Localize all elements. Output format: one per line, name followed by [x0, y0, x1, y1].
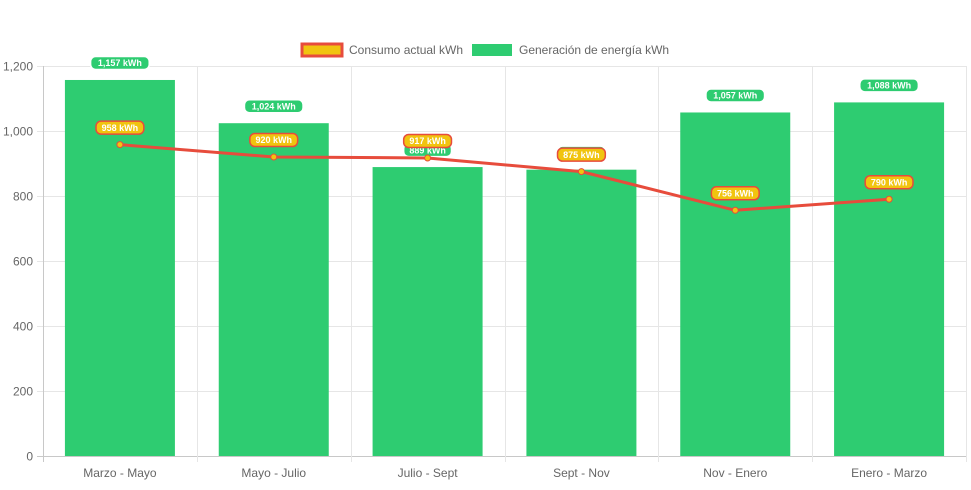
y-tick-label: 200	[13, 385, 33, 399]
x-tick-label: Sept - Nov	[553, 466, 610, 480]
line-data-label: 756 kWh	[717, 189, 754, 199]
bar-6[interactable]	[834, 102, 945, 457]
y-tick-label: 600	[13, 255, 33, 269]
bar-data-label: 1,088 kWh	[867, 81, 911, 91]
legend-label-generacion[interactable]: Generación de energía kWh	[519, 43, 669, 57]
y-tick-label: 1,000	[3, 125, 33, 139]
bar-data-label-bg	[859, 78, 920, 93]
legend-swatch-consumo[interactable]	[300, 42, 344, 58]
bar-data-label: 889 kWh	[409, 145, 446, 155]
line-point-1[interactable]	[116, 141, 124, 149]
line-data-label: 875 kWh	[563, 150, 600, 160]
bar-4[interactable]	[526, 169, 637, 457]
line-data-label: 917 kWh	[409, 136, 446, 146]
bar-data-label-bg	[705, 88, 766, 103]
line-data-label-bg	[402, 133, 453, 149]
line-data-label: 920 kWh	[255, 135, 292, 145]
x-tick-label: Mayo - Julio	[241, 466, 306, 480]
line-data-label-bg	[710, 186, 760, 201]
x-tick-label: Marzo - Mayo	[83, 466, 157, 480]
bar-1[interactable]	[64, 79, 175, 456]
line-data-label-bg	[249, 132, 299, 148]
x-tick-label: Julio - Sept	[398, 466, 459, 480]
bar-3[interactable]	[372, 167, 483, 456]
bar-2[interactable]	[218, 123, 329, 456]
legend-swatch-generacion[interactable]	[472, 44, 512, 56]
consumption-line	[119, 143, 890, 212]
line-data-label-bg	[95, 120, 145, 135]
bar-data-label-bg	[243, 98, 304, 114]
bar-5[interactable]	[680, 112, 791, 456]
x-tick-label: Enero - Marzo	[851, 466, 927, 480]
line-point-5[interactable]	[731, 206, 739, 214]
line-point-6[interactable]	[885, 195, 893, 203]
bar-data-label: 1,157 kWh	[98, 58, 142, 68]
y-tick-label: 0	[26, 450, 33, 464]
line-data-label-bg	[556, 147, 607, 162]
y-tick-label: 800	[13, 190, 33, 204]
bar-data-label: 1,024 kWh	[252, 101, 296, 111]
line-data-label-bg	[864, 175, 914, 190]
line-point-3[interactable]	[424, 154, 432, 162]
y-tick-label: 400	[13, 320, 33, 334]
line-data-label: 790 kWh	[871, 177, 908, 187]
line-data-label: 958 kWh	[102, 123, 139, 133]
x-tick-label: Nov - Enero	[703, 466, 767, 480]
line-point-2[interactable]	[270, 153, 278, 161]
bar-data-label: 1,057 kWh	[713, 91, 757, 101]
line-point-4[interactable]	[577, 168, 585, 176]
legend-label-consumo[interactable]: Consumo actual kWh	[349, 43, 463, 57]
y-tick-label: 1,200	[3, 60, 33, 74]
bar-data-label-bg	[89, 55, 150, 71]
